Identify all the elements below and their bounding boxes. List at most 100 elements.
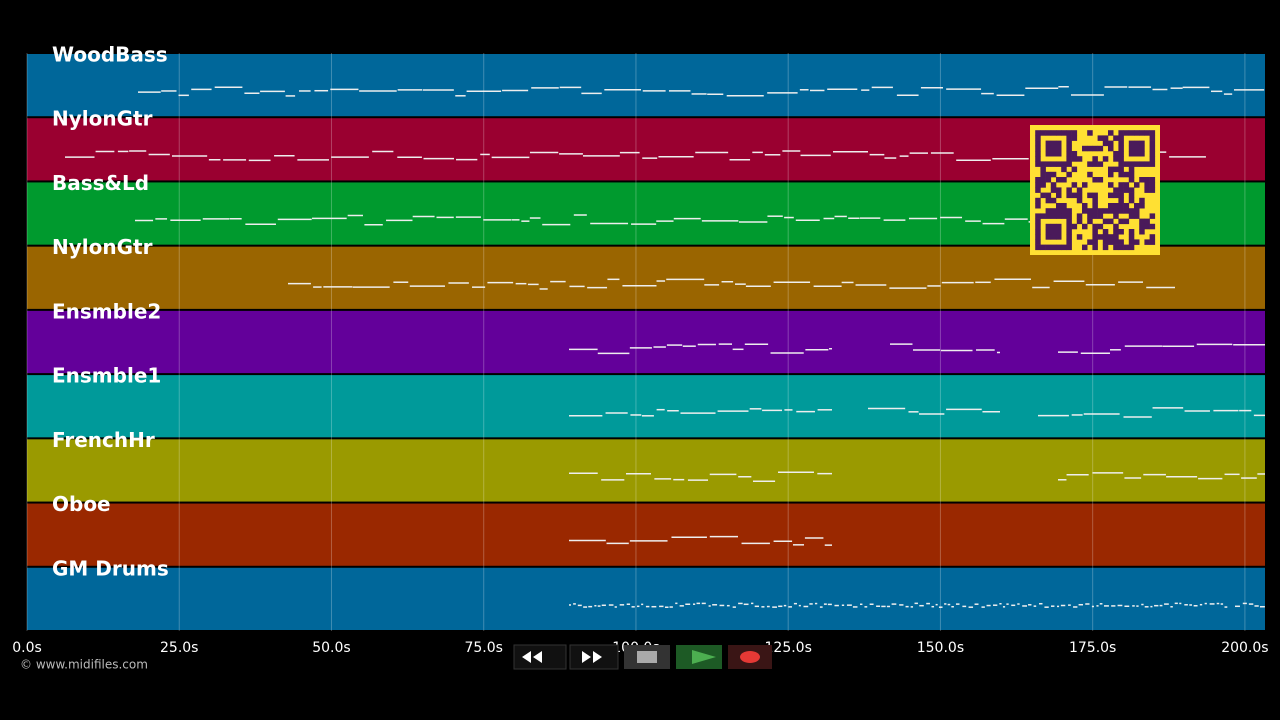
qr-cell (1035, 197, 1041, 204)
time-axis: 0.0s25.0s50.0s75.0s100.0s125.0s150.0s175… (12, 640, 1268, 656)
qr-cell (1035, 187, 1041, 193)
qr-cell (1050, 171, 1057, 178)
qr-cell (1092, 234, 1098, 240)
qr-cell (1097, 208, 1104, 214)
stop-button[interactable] (624, 645, 670, 669)
qr-cell (1035, 213, 1041, 219)
qr-cell (1113, 244, 1119, 251)
qr-cell (1113, 187, 1119, 193)
qr-cell (1097, 234, 1104, 240)
qr-cell (1045, 151, 1052, 157)
qr-cell (1045, 223, 1052, 230)
qr-cell (1118, 182, 1124, 188)
qr-cell (1050, 223, 1057, 230)
track-lane (27, 439, 1265, 502)
qr-cell (1066, 239, 1072, 245)
qr-cell (1066, 244, 1072, 251)
qr-cell (1056, 223, 1062, 230)
qr-cell (1108, 192, 1114, 199)
qr-cell (1045, 244, 1052, 251)
qr-cell (1082, 203, 1088, 209)
qr-cell (1087, 130, 1093, 136)
qr-cell (1035, 177, 1041, 183)
qr-cell (1076, 213, 1083, 219)
qr-cell (1092, 239, 1098, 245)
qr-cell (1102, 244, 1109, 251)
qr-cell (1149, 213, 1156, 219)
tick-label: 0.0s (12, 640, 42, 656)
qr-cell (1113, 234, 1119, 240)
qr-cell (1056, 192, 1062, 199)
qr-cell (1087, 218, 1093, 225)
qr-cell (1066, 234, 1072, 240)
qr-cell (1113, 223, 1119, 230)
qr-cell (1149, 130, 1156, 136)
qr-cell (1071, 166, 1078, 173)
qr-cell (1123, 130, 1130, 136)
qr-cell (1071, 151, 1078, 157)
play-button[interactable] (676, 645, 722, 669)
qr-cell (1108, 239, 1114, 245)
qr-cell (1128, 140, 1135, 147)
qr-cell (1092, 203, 1098, 209)
qr-cell (1045, 192, 1052, 199)
qr-cell (1056, 140, 1062, 147)
qr-cell (1035, 130, 1041, 136)
track-lane (27, 246, 1265, 309)
track-label: GM Drums (52, 556, 169, 580)
qr-cell (1113, 229, 1119, 235)
qr-cell (1045, 171, 1052, 178)
qr-cell (1128, 161, 1135, 167)
fast-forward-button[interactable] (569, 644, 619, 670)
qr-cell (1144, 187, 1150, 193)
qr-cell (1128, 234, 1135, 240)
qr-cell (1102, 208, 1109, 214)
qr-cell (1139, 177, 1145, 183)
qr-cell (1149, 187, 1156, 193)
qr-cell (1128, 213, 1135, 219)
copyright: © www.midifiles.com (20, 658, 148, 672)
qr-cell (1040, 213, 1046, 219)
qr-cell (1071, 156, 1078, 162)
qr-cell (1045, 234, 1052, 240)
qr-cell (1040, 244, 1046, 251)
qr-cell (1087, 161, 1093, 167)
qr-cell (1087, 239, 1093, 245)
track-label: WoodBass (52, 43, 168, 67)
qr-cell (1050, 229, 1057, 235)
qr-cell (1149, 177, 1156, 183)
labels: WoodBass NylonGtr Bass&Ld NylonGtr Ensmble2 E… (52, 43, 169, 581)
qr-cell (1118, 135, 1124, 141)
rewind-button[interactable] (513, 644, 567, 670)
qr-cell (1092, 223, 1098, 230)
track-label: Bass&Ld (52, 171, 149, 195)
track-lane (27, 567, 1265, 630)
qr-cell (1066, 145, 1072, 152)
qr-cell (1045, 229, 1052, 235)
tick-label: 200.0s (1221, 640, 1268, 656)
qr-cell (1045, 197, 1052, 204)
qr-cell (1118, 145, 1124, 152)
qr-cell (1113, 156, 1119, 162)
qr-cell (1144, 218, 1150, 225)
tick-label: 75.0s (464, 640, 502, 656)
qr-cell (1118, 187, 1124, 193)
qr-cell (1118, 229, 1124, 235)
qr-cell (1118, 161, 1124, 167)
qr-cell (1066, 156, 1072, 162)
record-button[interactable] (728, 645, 772, 669)
qr-cell (1108, 130, 1114, 136)
qr-cell (1061, 177, 1067, 183)
qr-cell (1128, 208, 1135, 214)
qr-cell (1134, 213, 1140, 219)
qr-cell (1050, 140, 1057, 147)
tick-label: 125.0s (765, 640, 812, 656)
qr-cell (1092, 197, 1098, 204)
qr-cell (1035, 151, 1041, 157)
qr-cell (1056, 229, 1062, 235)
tick-label: 175.0s (1069, 640, 1116, 656)
qr-cell (1108, 166, 1114, 173)
qr-cell (1071, 223, 1078, 230)
qr-cell (1128, 239, 1135, 245)
